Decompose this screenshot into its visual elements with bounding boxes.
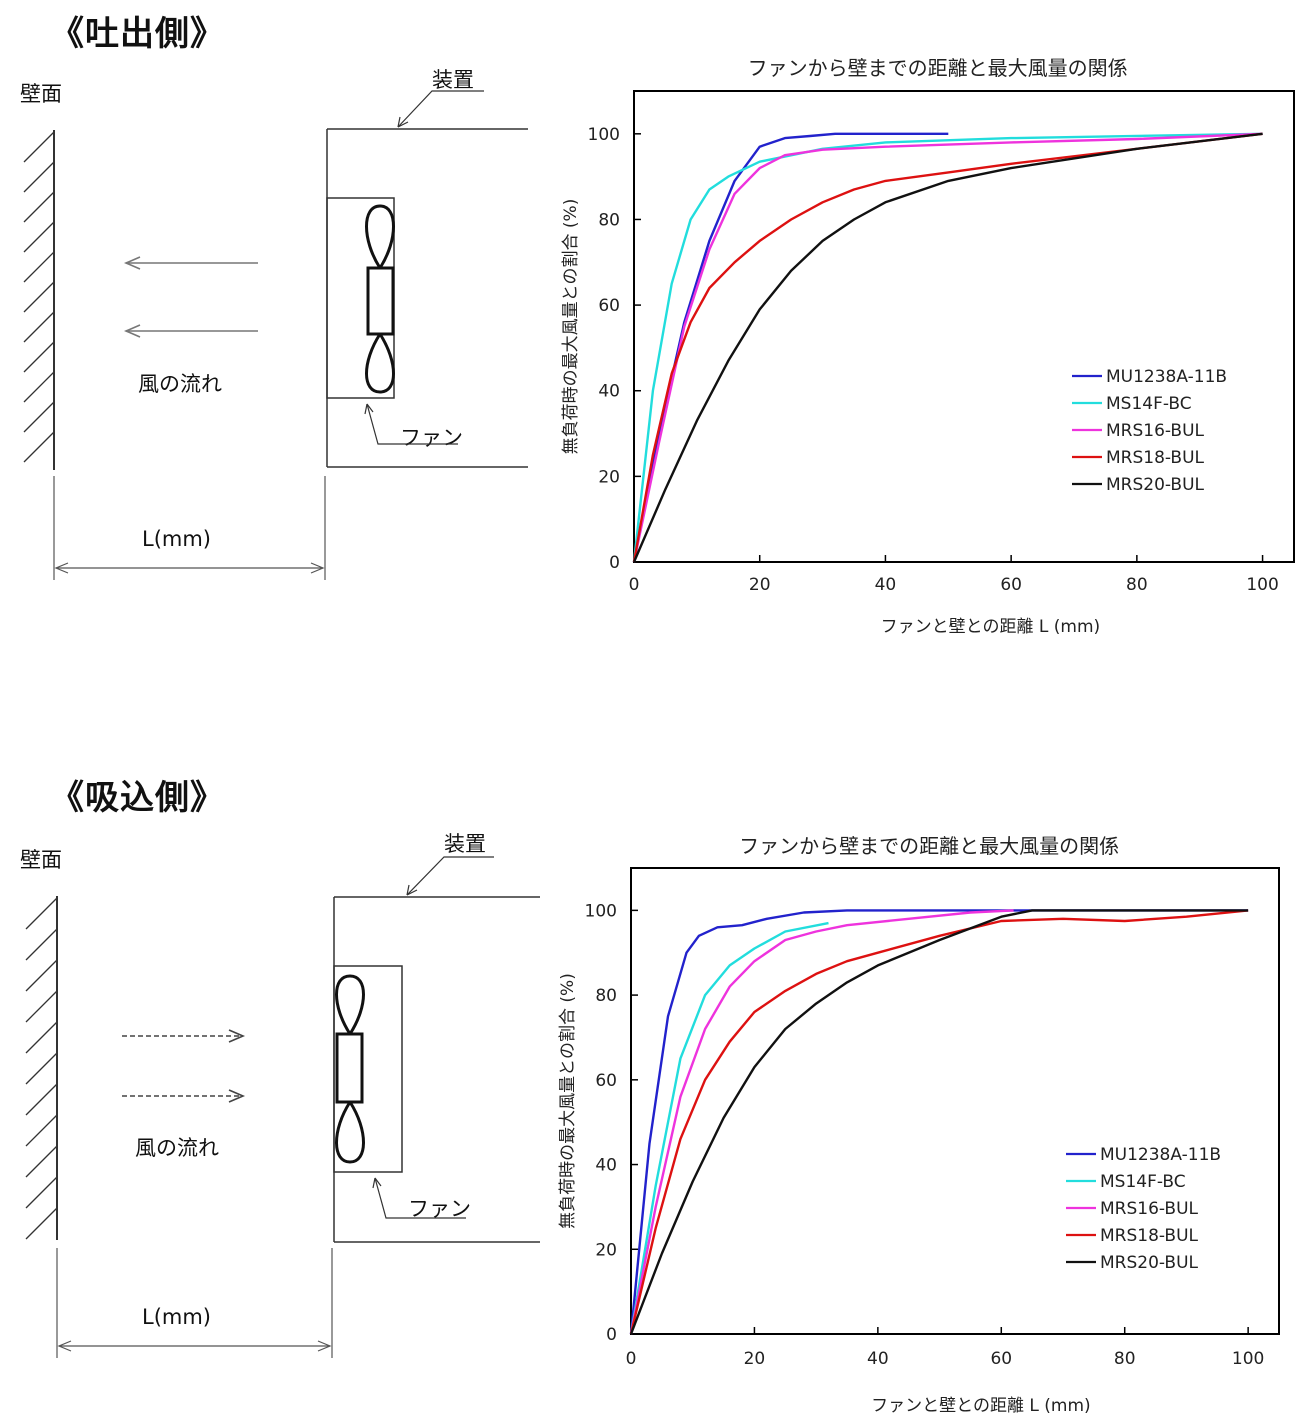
fan-label: ファン bbox=[408, 1197, 471, 1221]
distance-label: L(mm) bbox=[142, 527, 211, 551]
y-tick-label: 20 bbox=[598, 467, 620, 487]
legend-label: MRS16-BUL bbox=[1106, 421, 1205, 441]
dimension-line bbox=[53, 476, 326, 580]
legend-label: MRS20-BUL bbox=[1100, 1253, 1199, 1273]
y-tick-label: 100 bbox=[585, 901, 617, 921]
legend-label: MRS18-BUL bbox=[1106, 448, 1205, 468]
x-tick-label: 0 bbox=[626, 1349, 637, 1369]
x-tick-label: 100 bbox=[1232, 1349, 1264, 1369]
y-tick-label: 80 bbox=[598, 210, 620, 230]
chart-title: ファンから壁までの距離と最大風量の関係 bbox=[739, 834, 1119, 858]
device-label: 装置 bbox=[444, 832, 486, 856]
y-tick-label: 40 bbox=[598, 382, 620, 402]
series-line-MRS20-BUL bbox=[632, 132, 1263, 563]
wall-hatching bbox=[25, 896, 58, 1240]
y-tick-label: 60 bbox=[595, 1071, 617, 1091]
diagram-suction bbox=[25, 856, 540, 1358]
leader-lines bbox=[364, 90, 484, 445]
dimension-line bbox=[56, 1248, 333, 1358]
x-axis-label: ファンと壁との距離 L (mm) bbox=[881, 617, 1101, 637]
y-tick-label: 20 bbox=[595, 1240, 617, 1260]
x-tick-label: 80 bbox=[1114, 1349, 1136, 1369]
y-tick-label: 40 bbox=[595, 1156, 617, 1176]
series-line-MRS16-BUL bbox=[629, 909, 1014, 1335]
y-tick-label: 80 bbox=[595, 986, 617, 1006]
series-line-MRS20-BUL bbox=[629, 909, 1249, 1335]
section-title-discharge: 《吐出側》 bbox=[50, 14, 225, 54]
y-tick-label: 0 bbox=[606, 1325, 617, 1345]
x-tick-label: 100 bbox=[1246, 575, 1278, 595]
plot-frame bbox=[633, 90, 1295, 563]
fan-icon bbox=[365, 204, 395, 394]
device-label: 装置 bbox=[432, 68, 474, 92]
chart-title: ファンから壁までの距離と最大風量の関係 bbox=[748, 56, 1128, 80]
leader-lines bbox=[372, 856, 494, 1219]
series-line-MU1238A-11B bbox=[629, 909, 1249, 1335]
series-line-MS14F-BC bbox=[629, 921, 829, 1335]
device-outline bbox=[333, 896, 540, 1243]
section-title-suction: 《吸込側》 bbox=[50, 778, 225, 818]
fan-icon bbox=[335, 974, 365, 1164]
x-tick-label: 40 bbox=[867, 1349, 889, 1369]
legend-label: MRS20-BUL bbox=[1106, 475, 1205, 495]
x-tick-label: 60 bbox=[1000, 575, 1022, 595]
plot-frame bbox=[630, 867, 1280, 1335]
x-tick-label: 40 bbox=[875, 575, 897, 595]
x-axis-label: ファンと壁との距離 L (mm) bbox=[871, 1396, 1091, 1416]
legend-label: MU1238A-11B bbox=[1100, 1145, 1221, 1165]
legend-label: MRS16-BUL bbox=[1100, 1199, 1199, 1219]
flow-label: 風の流れ bbox=[138, 372, 222, 396]
legend-label: MU1238A-11B bbox=[1106, 367, 1227, 387]
series-line-MRS18-BUL bbox=[632, 132, 1263, 563]
x-tick-label: 80 bbox=[1126, 575, 1148, 595]
chart-discharge: ファンから壁までの距離と最大風量の関係 0 20 40 60 80 100 0 20 40 60 80… bbox=[561, 56, 1295, 637]
wall-hatching bbox=[23, 130, 55, 470]
wall-label: 壁面 bbox=[20, 848, 62, 872]
diagram-discharge bbox=[23, 90, 528, 580]
fan-label: ファン bbox=[400, 426, 463, 450]
x-tick-label: 20 bbox=[744, 1349, 766, 1369]
flow-arrows bbox=[123, 256, 258, 338]
distance-label: L(mm) bbox=[142, 1305, 211, 1329]
y-tick-label: 60 bbox=[598, 296, 620, 316]
series-line-MS14F-BC bbox=[632, 132, 1263, 563]
legend-label: MS14F-BC bbox=[1100, 1172, 1186, 1192]
x-tick-label: 60 bbox=[990, 1349, 1012, 1369]
flow-label: 風の流れ bbox=[135, 1136, 219, 1160]
flow-arrows bbox=[122, 1029, 246, 1103]
y-axis-label: 無負荷時の最大風量との割合 (%) bbox=[558, 973, 578, 1229]
y-axis-label: 無負荷時の最大風量との割合 (%) bbox=[561, 199, 581, 455]
series-line-MRS16-BUL bbox=[632, 132, 1263, 563]
legend-label: MRS18-BUL bbox=[1100, 1226, 1199, 1246]
y-tick-label: 100 bbox=[588, 125, 620, 145]
y-tick-label: 0 bbox=[609, 553, 620, 573]
x-tick-label: 20 bbox=[749, 575, 771, 595]
x-tick-label: 0 bbox=[629, 575, 640, 595]
series-line-MRS18-BUL bbox=[629, 909, 1249, 1335]
legend-label: MS14F-BC bbox=[1106, 394, 1192, 414]
wall-label: 壁面 bbox=[20, 82, 62, 106]
